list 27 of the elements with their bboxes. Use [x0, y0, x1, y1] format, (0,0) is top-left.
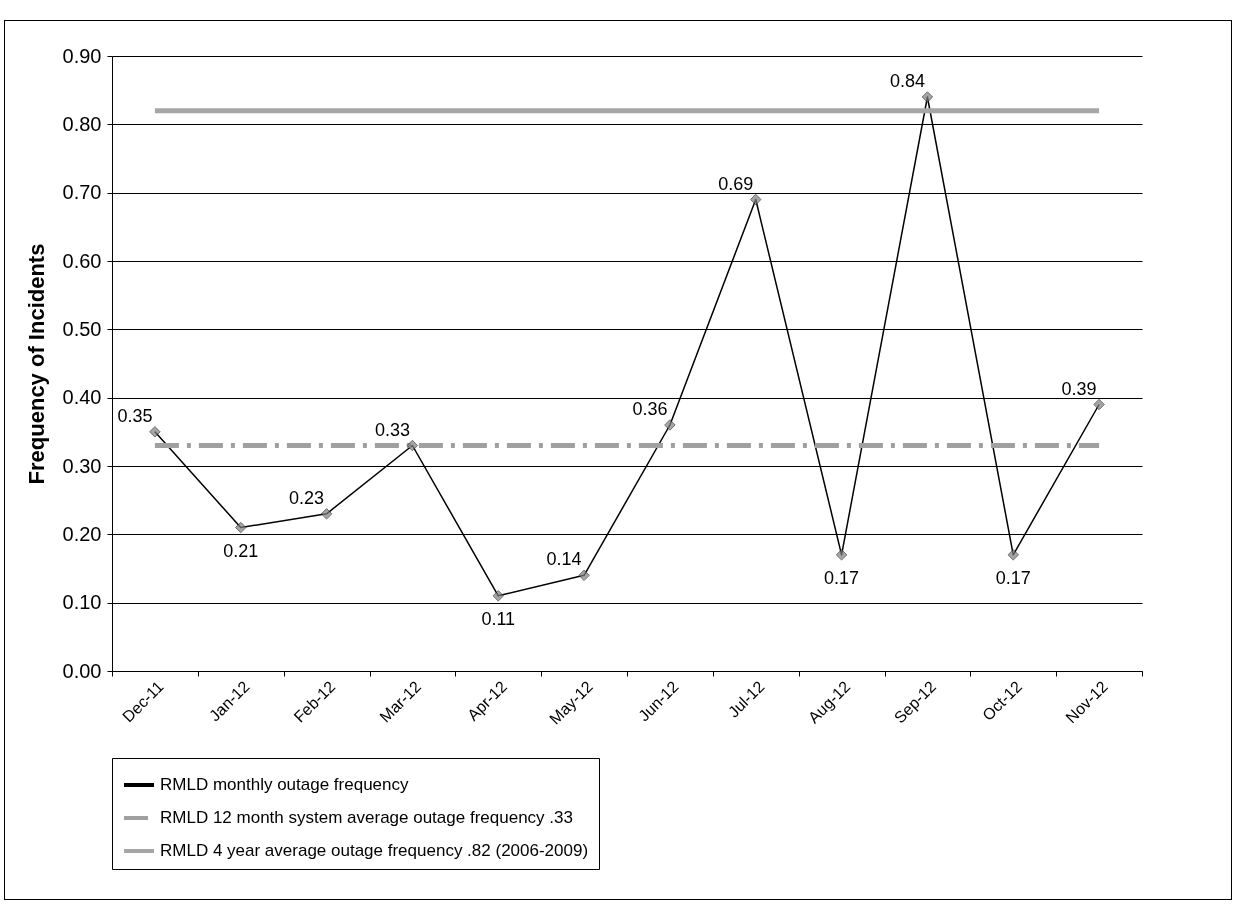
- data-label: 0.33: [374, 419, 410, 440]
- y-tick-label: 0.60: [62, 249, 102, 272]
- data-label: 0.84: [889, 71, 925, 91]
- y-tick-label: 0.80: [62, 112, 102, 135]
- data-label: 0.39: [1061, 378, 1097, 399]
- data-label: 0.23: [289, 487, 325, 508]
- y-tick-label: 0.50: [62, 317, 102, 340]
- data-label: 0.21: [223, 540, 259, 561]
- y-tick-label: 0.20: [62, 522, 102, 545]
- y-axis-title: Frequency of Incidents: [23, 243, 49, 485]
- y-tick-label: 0.70: [62, 181, 102, 204]
- data-label: 0.69: [718, 173, 754, 194]
- y-tick-label: 0.00: [62, 659, 102, 682]
- y-tick-label: 0.40: [62, 386, 102, 409]
- data-label: 0.17: [995, 567, 1031, 588]
- legend-label: RMLD 12 month system average outage frequency .33: [160, 808, 573, 827]
- data-label: 0.17: [824, 567, 860, 588]
- data-label: 0.14: [546, 549, 582, 570]
- legend-label: RMLD 4 year average outage frequency .82 (2006-2009): [160, 841, 589, 860]
- data-label: 0.11: [481, 608, 516, 629]
- point: [406, 439, 419, 452]
- data-label: 0.36: [632, 399, 668, 419]
- data-label: 0.35: [117, 405, 153, 426]
- y-tick-label: 0.90: [62, 44, 102, 67]
- y-tick-label: 0.10: [62, 591, 102, 614]
- legend-label: RMLD monthly outage frequency: [160, 775, 410, 794]
- y-tick-label: 0.30: [62, 454, 102, 477]
